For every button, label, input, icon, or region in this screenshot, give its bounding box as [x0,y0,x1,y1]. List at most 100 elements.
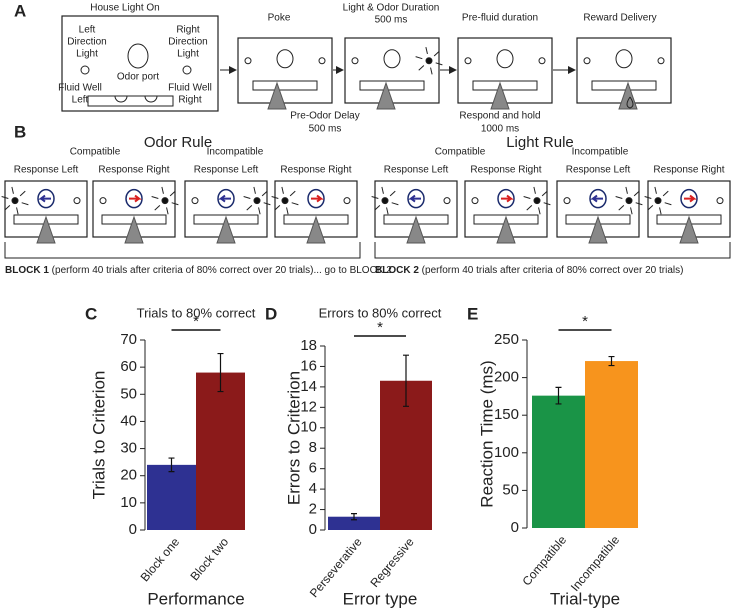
panel-letter: A [14,1,26,20]
y-tick-label: 60 [120,358,137,375]
panel-letter: E [467,304,478,323]
light-ray [161,186,164,194]
rat [306,215,326,244]
significance: * [193,313,199,330]
light-ray [533,186,536,194]
well [383,214,449,225]
port [343,197,351,205]
light-ray [633,190,640,197]
label: Direction [67,37,106,48]
label: 500 ms [309,124,342,135]
port [253,197,261,205]
label: Response Right [653,165,724,176]
odor-port [383,49,401,69]
error-bar [168,457,175,473]
odor-port [217,188,235,209]
bracket [374,242,731,259]
well [472,80,538,91]
arrow-icon [684,194,697,203]
bar [147,464,196,530]
light-ray [430,67,433,75]
y-tick-label: 6 [309,460,317,477]
label: Light Rule [506,134,574,151]
light-ray [644,195,652,200]
light-ray [1,195,9,200]
odor-port [276,49,294,69]
label: House Light On [90,3,160,14]
y-tick-label: 40 [120,412,137,429]
rat [496,215,516,244]
light-ray [647,204,654,211]
caption-text: (perform 40 trials after criteria of 80%… [49,265,392,276]
caption: BLOCK 1 (perform 40 trials after criteri… [5,265,392,276]
y-axis-label: Reaction Time (ms) [477,360,496,507]
rat [490,81,510,110]
caption-text: (perform 40 trials after criteria of 80%… [419,265,684,276]
caption-bold: BLOCK 1 [5,265,49,276]
port [533,197,541,205]
light-ray [154,204,161,211]
y-tick-label: 2 [309,501,317,518]
light-ray [630,207,633,215]
label: Response Left [194,165,259,176]
label: Odor Rule [144,134,212,151]
light-ray [263,202,271,206]
y-tick-label: 30 [120,440,137,457]
box [344,37,440,104]
label: Response Right [470,165,541,176]
drop [626,96,634,109]
light-ray [435,62,443,66]
light-ray [662,190,669,197]
box [237,37,333,104]
well [193,214,259,225]
y-tick-label: 4 [309,480,317,497]
light-ray [19,190,26,197]
significance: * [582,313,588,330]
label: Fluid Well [58,83,102,94]
light-ray [425,46,428,55]
light-ray [541,190,548,197]
box [457,37,553,104]
port [191,197,199,205]
label: Left [72,95,89,106]
light-ray [166,207,169,215]
light-ray [543,202,551,206]
label: Poke [268,13,291,24]
x-tick-label: Compatible [519,533,569,589]
port [80,65,90,75]
x-axis-label: Performance [147,589,244,608]
y-tick-label: 14 [300,378,317,395]
port [281,197,289,205]
label: Incompatible [207,147,264,158]
port [583,57,591,65]
light-ray [171,202,179,206]
light-ray [664,202,672,206]
port [563,197,571,205]
label: Light [177,49,199,60]
light-ray [253,186,256,194]
y-tick-label: 150 [494,406,519,423]
light-ray [281,186,284,194]
light-ray [261,190,268,197]
label: Direction [168,37,207,48]
light-ray [618,204,625,211]
arrow-icon [38,194,51,203]
box [576,37,672,104]
port [351,57,359,65]
bracket [4,242,361,259]
arrow-icon [311,194,324,203]
bar [328,516,380,530]
label: Respond and hold [459,111,540,122]
y-tick-label: 50 [502,481,519,498]
well [656,214,722,225]
well [13,214,79,225]
well [359,80,425,91]
light-ray [615,195,623,200]
chart-title: Trials to 80% correct [137,305,256,320]
caption-bold: BLOCK 2 [375,265,419,276]
odor-port [37,188,55,209]
label: Response Right [280,165,351,176]
label: Reward Delivery [583,13,656,24]
y-tick-label: 18 [300,337,317,354]
